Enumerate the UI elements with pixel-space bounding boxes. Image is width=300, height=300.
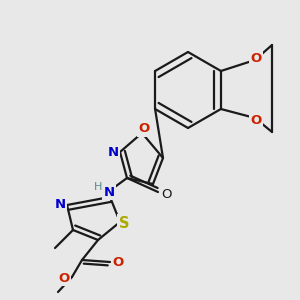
- Text: O: O: [250, 52, 262, 64]
- Text: N: N: [103, 185, 115, 199]
- Text: S: S: [119, 215, 129, 230]
- Text: O: O: [250, 113, 262, 127]
- Text: O: O: [58, 272, 70, 284]
- Text: O: O: [161, 188, 171, 200]
- Text: N: N: [107, 146, 118, 160]
- Text: H: H: [94, 182, 102, 192]
- Text: N: N: [54, 197, 66, 211]
- Text: O: O: [112, 256, 124, 269]
- Text: O: O: [138, 122, 150, 136]
